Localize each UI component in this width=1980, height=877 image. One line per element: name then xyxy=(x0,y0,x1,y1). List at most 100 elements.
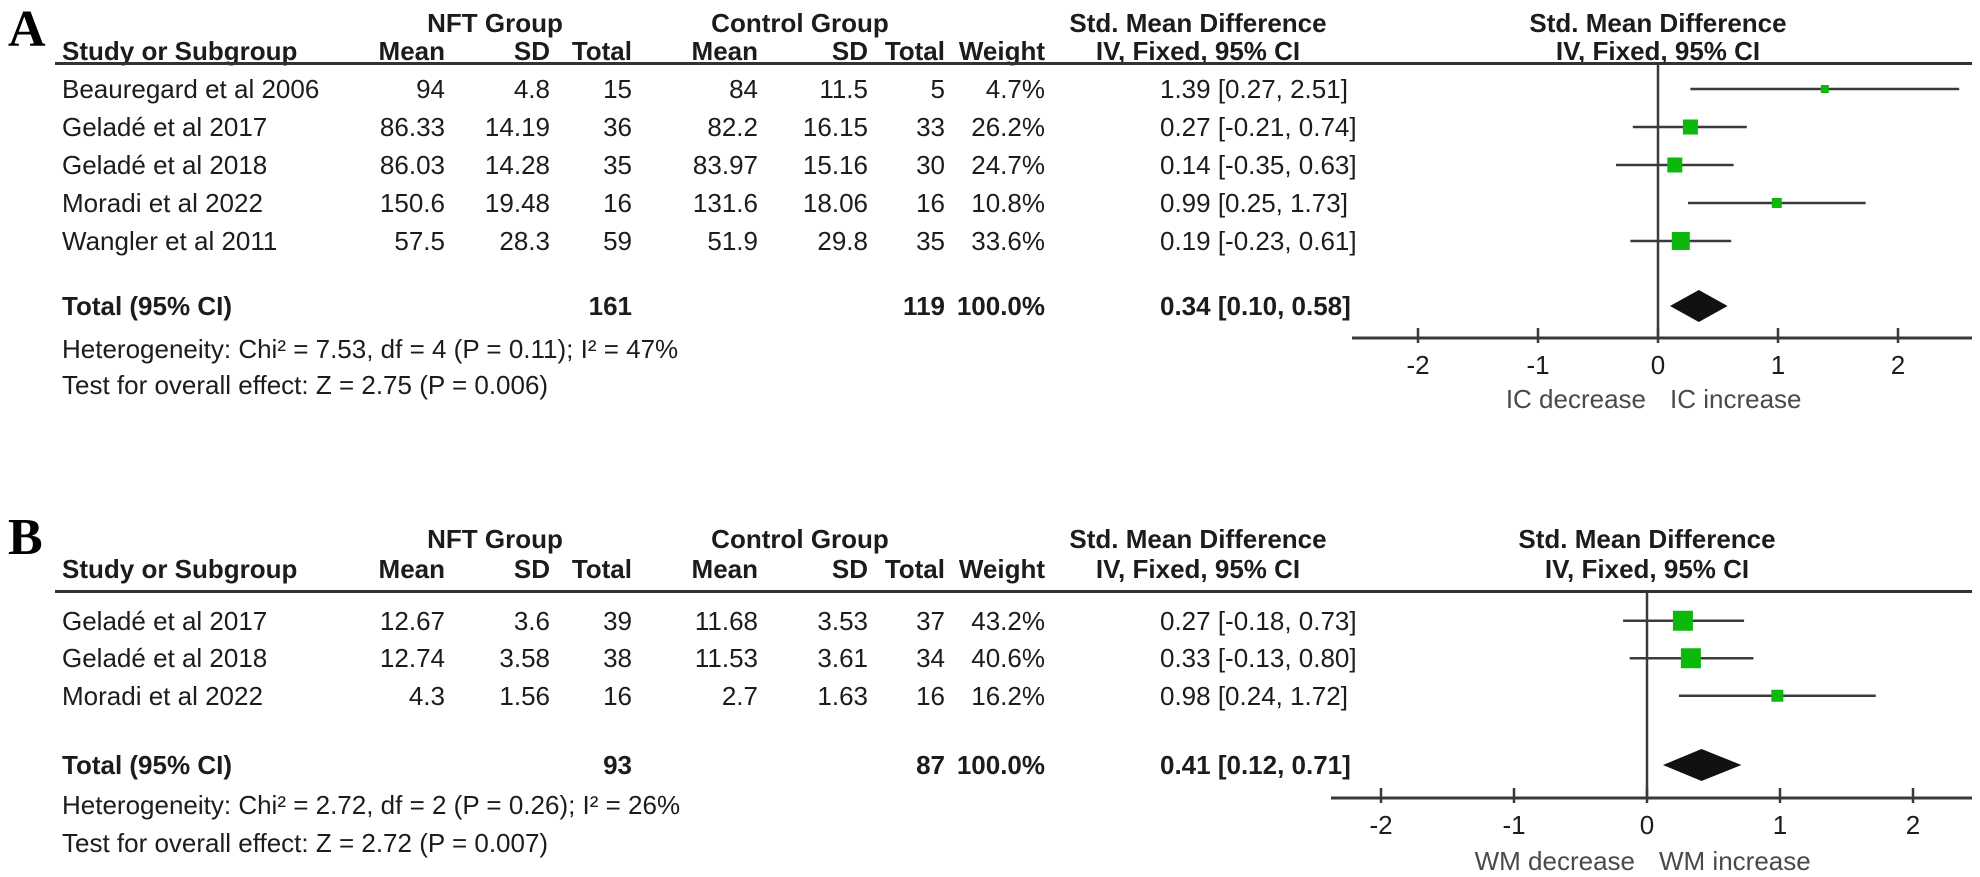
control-total: 33 xyxy=(916,112,945,142)
control-total: 16 xyxy=(916,680,945,711)
treatment-sd: 19.48 xyxy=(484,188,550,218)
treatment-mean: 12.74 xyxy=(379,643,445,674)
treatment-sd: 14.19 xyxy=(484,112,550,142)
study-ci-text: 0.14 [-0.35, 0.63] xyxy=(1160,150,1357,180)
treatment-mean: 4.3 xyxy=(408,680,445,711)
total-control-n: 119 xyxy=(903,291,945,321)
smd-text-column-header: Std. Mean Difference xyxy=(1069,524,1327,554)
control-mean: 82.2 xyxy=(707,112,758,142)
treatment-sd: 3.58 xyxy=(499,643,550,674)
total-treatment-n: 161 xyxy=(588,291,632,321)
control-mean: 11.68 xyxy=(694,605,758,636)
summary-diamond xyxy=(1670,290,1728,322)
effect-size-marker xyxy=(1680,648,1701,669)
control-sd: 1.63 xyxy=(817,680,868,711)
treatment-mean: 57.5 xyxy=(394,226,445,256)
axis-tick-label: -2 xyxy=(1406,350,1430,380)
study-ci-text: 0.27 [-0.21, 0.74] xyxy=(1160,112,1357,142)
header-divider xyxy=(55,590,1972,593)
heterogeneity-stats: Heterogeneity: Chi² = 7.53, df = 4 (P = … xyxy=(62,334,679,364)
study-weight: 33.6% xyxy=(971,226,1045,256)
panel-label-A: A xyxy=(8,1,46,58)
total-weight: 100.0% xyxy=(956,291,1045,321)
control-total: 37 xyxy=(916,605,945,636)
control-total: 16 xyxy=(916,188,945,218)
treatment-mean-header: Mean xyxy=(378,36,445,66)
study-ci-text: 0.98 [0.24, 1.72] xyxy=(1160,680,1348,711)
axis-tick-label: 1 xyxy=(1772,810,1788,840)
axis-tick-label: -1 xyxy=(1502,810,1526,840)
effect-size-marker xyxy=(1667,157,1683,173)
treatment-total: 16 xyxy=(603,188,632,218)
control-sd: 15.16 xyxy=(802,150,868,180)
axis-tick-label: 0 xyxy=(1639,810,1655,840)
control-sd-header: SD xyxy=(831,554,868,584)
treatment-mean-header: Mean xyxy=(378,554,445,584)
axis-tick-label: 0 xyxy=(1650,350,1666,380)
control-group-header: Control Group xyxy=(711,524,889,554)
total-treatment-n: 93 xyxy=(603,750,632,780)
study-name: Wangler et al 2011 xyxy=(62,226,278,256)
control-sd-header: SD xyxy=(831,36,868,66)
study-weight: 24.7% xyxy=(971,150,1045,180)
smd-plot-column-header: Std. Mean Difference xyxy=(1518,524,1776,554)
treatment-sd-header: SD xyxy=(513,554,550,584)
control-sd: 16.15 xyxy=(802,112,868,142)
effect-size-marker xyxy=(1671,232,1690,250)
control-mean: 83.97 xyxy=(692,150,758,180)
control-sd: 3.61 xyxy=(817,643,868,674)
control-sd: 3.53 xyxy=(817,605,868,636)
treatment-sd: 28.3 xyxy=(499,226,550,256)
effect-size-marker xyxy=(1820,85,1829,93)
weight-header: Weight xyxy=(958,554,1045,584)
study-name: Moradi et al 2022 xyxy=(62,680,263,711)
axis-tick-label: 2 xyxy=(1890,350,1906,380)
treatment-total: 15 xyxy=(603,74,632,104)
effect-size-marker xyxy=(1672,610,1693,631)
control-mean: 11.53 xyxy=(694,643,758,674)
summary-diamond xyxy=(1662,749,1742,781)
treatment-total: 39 xyxy=(603,605,632,636)
control-mean-header: Mean xyxy=(691,36,758,66)
control-sd: 11.5 xyxy=(819,74,868,104)
method-text-header: IV, Fixed, 95% CI xyxy=(1095,36,1301,66)
treatment-sd: 4.8 xyxy=(513,74,550,104)
treatment-mean: 94 xyxy=(416,74,445,104)
study-name: Geladé et al 2017 xyxy=(62,112,268,142)
treatment-sd: 1.56 xyxy=(499,680,550,711)
control-mean: 131.6 xyxy=(692,188,758,218)
control-total: 35 xyxy=(916,226,945,256)
control-sd: 29.8 xyxy=(817,226,868,256)
study-name: Beauregard et al 2006 xyxy=(62,74,320,104)
treatment-total: 35 xyxy=(603,150,632,180)
treatment-total-header: Total xyxy=(571,36,632,66)
control-mean-header: Mean xyxy=(691,554,758,584)
control-total: 34 xyxy=(916,643,945,674)
treatment-sd-header: SD xyxy=(513,36,550,66)
axis-direction-label-right: IC increase xyxy=(1670,384,1802,414)
study-ci-text: 0.33 [-0.13, 0.80] xyxy=(1160,643,1357,674)
treatment-sd: 3.6 xyxy=(513,605,550,636)
study-weight: 10.8% xyxy=(971,188,1045,218)
panel-label-B: B xyxy=(8,509,43,566)
study-ci-text: 0.19 [-0.23, 0.61] xyxy=(1160,226,1357,256)
treatment-group-header: NFT Group xyxy=(427,8,563,38)
effect-size-marker xyxy=(1682,119,1698,135)
effect-size-marker xyxy=(1771,198,1782,208)
study-weight: 43.2% xyxy=(971,605,1045,636)
overall-effect-test: Test for overall effect: Z = 2.75 (P = 0… xyxy=(62,370,549,400)
treatment-group-header: NFT Group xyxy=(427,524,563,554)
treatment-total: 36 xyxy=(603,112,632,142)
study-weight: 4.7% xyxy=(985,74,1045,104)
study-name: Geladé et al 2018 xyxy=(62,643,268,674)
treatment-total: 16 xyxy=(603,680,632,711)
treatment-mean: 86.03 xyxy=(379,150,445,180)
total-label: Total (95% CI) xyxy=(62,750,232,780)
treatment-mean: 12.67 xyxy=(379,605,445,636)
total-weight: 100.0% xyxy=(956,750,1045,780)
control-mean: 2.7 xyxy=(721,680,758,711)
effect-size-marker xyxy=(1771,689,1784,702)
study-weight: 40.6% xyxy=(971,643,1045,674)
axis-tick-label: 2 xyxy=(1905,810,1921,840)
